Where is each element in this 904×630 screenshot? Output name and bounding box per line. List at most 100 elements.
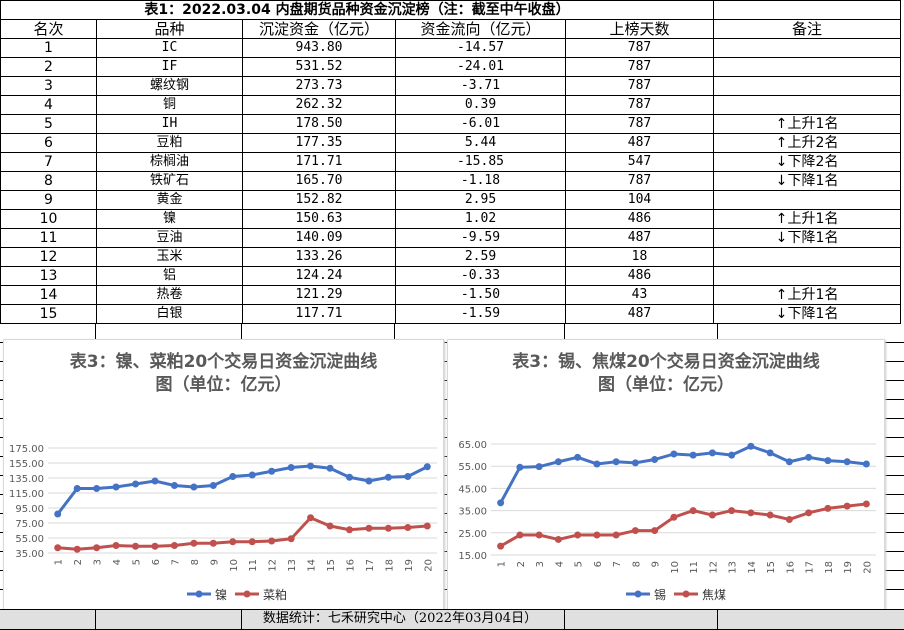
x-tick-label: 13: [728, 561, 739, 574]
flow-cell: -14.57: [395, 38, 566, 58]
days-cell: 43: [565, 285, 714, 305]
x-tick-label: 17: [365, 559, 376, 572]
y-tick-label: 55.00: [458, 462, 487, 473]
note-cell: ↑上升1名: [713, 114, 901, 134]
note-cell: ↓下降1名: [713, 304, 901, 324]
data-point: [54, 510, 62, 518]
rank-change-arrow-icon: ↑: [775, 135, 788, 151]
data-point: [307, 462, 315, 470]
note-cell: ↓下降1名: [713, 228, 901, 248]
name-cell: 豆油: [96, 228, 243, 248]
rank-change-text: 上升1名: [787, 116, 839, 132]
data-point: [404, 524, 412, 531]
x-tick-label: 7: [170, 559, 181, 565]
flow-cell: 5.44: [395, 133, 566, 153]
days-cell: 787: [565, 95, 714, 115]
data-point: [535, 463, 543, 471]
data-point: [151, 477, 159, 485]
flow-cell: -24.01: [395, 57, 566, 77]
data-point: [170, 482, 178, 489]
table-title-blank-cell: [713, 0, 901, 20]
y-tick-label: 15.00: [458, 551, 487, 562]
capital-cell: 171.71: [242, 152, 396, 172]
header-rank: 名次: [0, 19, 97, 39]
data-point: [747, 442, 755, 450]
days-cell: 547: [565, 152, 714, 172]
table-row: 6 豆粕 177.35 5.44 487 ↑上升2名: [0, 133, 901, 153]
x-tick-label: 1: [497, 561, 508, 567]
data-point: [112, 483, 120, 491]
footer-bar: 数据统计：七禾研究中心（2022年03月04日）: [0, 609, 904, 630]
x-tick-label: 4: [554, 561, 565, 567]
flow-cell: -1.18: [395, 171, 566, 191]
data-point: [229, 538, 237, 546]
name-cell: 铜: [96, 95, 243, 115]
data-point: [73, 485, 81, 492]
rank-change-arrow-icon: ↓: [775, 154, 788, 170]
rank-cell: 11: [0, 228, 97, 248]
data-point: [766, 449, 774, 457]
data-point: [151, 542, 159, 550]
data-point: [805, 509, 813, 517]
data-point: [708, 449, 716, 457]
data-point: [631, 459, 639, 467]
data-point: [93, 485, 101, 492]
table-row: 10 镍 150.63 1.02 486 ↑上升1名: [0, 209, 901, 229]
y-tick-label: 135.00: [9, 474, 44, 485]
legend-label: 菜粕: [263, 587, 287, 602]
x-tick-label: 9: [651, 561, 662, 567]
data-point: [516, 463, 524, 471]
data-point: [728, 507, 736, 515]
data-point: [248, 471, 256, 479]
data-point: [497, 499, 505, 507]
capital-cell: 178.50: [242, 114, 396, 134]
table-row: 9 黄金 152.82 2.95 104: [0, 190, 901, 210]
data-point: [268, 537, 276, 545]
x-tick-label: 11: [248, 559, 259, 572]
rank-change-arrow-icon: ↓: [775, 306, 788, 322]
name-cell: 镍: [96, 209, 243, 229]
x-tick-label: 19: [404, 559, 415, 572]
table-row: 8 铁矿石 165.70 -1.18 787 ↓下降1名: [0, 171, 901, 191]
rank-cell: 15: [0, 304, 97, 324]
data-point: [307, 514, 315, 522]
name-cell: IH: [96, 114, 243, 134]
note-cell: ↓下降2名: [713, 152, 901, 172]
x-tick-label: 18: [824, 561, 835, 574]
footer-source: 数据统计：七禾研究中心（2022年03月04日）: [262, 611, 538, 626]
data-point: [708, 511, 716, 519]
data-point: [384, 524, 392, 532]
note-cell: ↓下降1名: [713, 171, 901, 191]
rank-cell: 2: [0, 57, 97, 77]
flow-cell: 1.02: [395, 209, 566, 229]
x-tick-label: 13: [287, 559, 298, 572]
data-point: [574, 531, 582, 539]
data-point: [631, 527, 639, 535]
x-tick-label: 2: [516, 561, 527, 567]
data-point: [190, 539, 198, 547]
x-tick-label: 15: [766, 561, 777, 574]
data-point: [170, 542, 178, 549]
x-tick-label: 19: [843, 561, 854, 574]
data-point: [843, 458, 851, 466]
data-point: [209, 539, 217, 547]
rank-change-text: 下降1名: [787, 173, 839, 189]
capital-cell: 117.71: [242, 304, 396, 324]
flow-cell: -0.33: [395, 266, 566, 286]
chart-title-line2: 图（单位：亿元）: [598, 374, 734, 395]
y-tick-label: 65.00: [458, 440, 487, 451]
x-tick-label: 12: [268, 559, 279, 572]
data-point: [824, 504, 832, 512]
x-tick-label: 8: [631, 561, 642, 567]
x-tick-label: 2: [73, 559, 84, 565]
name-cell: 铝: [96, 266, 243, 286]
days-cell: 787: [565, 57, 714, 77]
data-point: [497, 542, 505, 550]
x-tick-label: 16: [345, 559, 356, 572]
legend-label: 镍: [215, 588, 227, 602]
flow-cell: -3.71: [395, 76, 566, 96]
legend-label: 焦煤: [702, 588, 726, 602]
note-cell: [713, 38, 901, 58]
y-tick-label: 115.00: [9, 489, 44, 500]
x-tick-label: 14: [747, 561, 758, 574]
